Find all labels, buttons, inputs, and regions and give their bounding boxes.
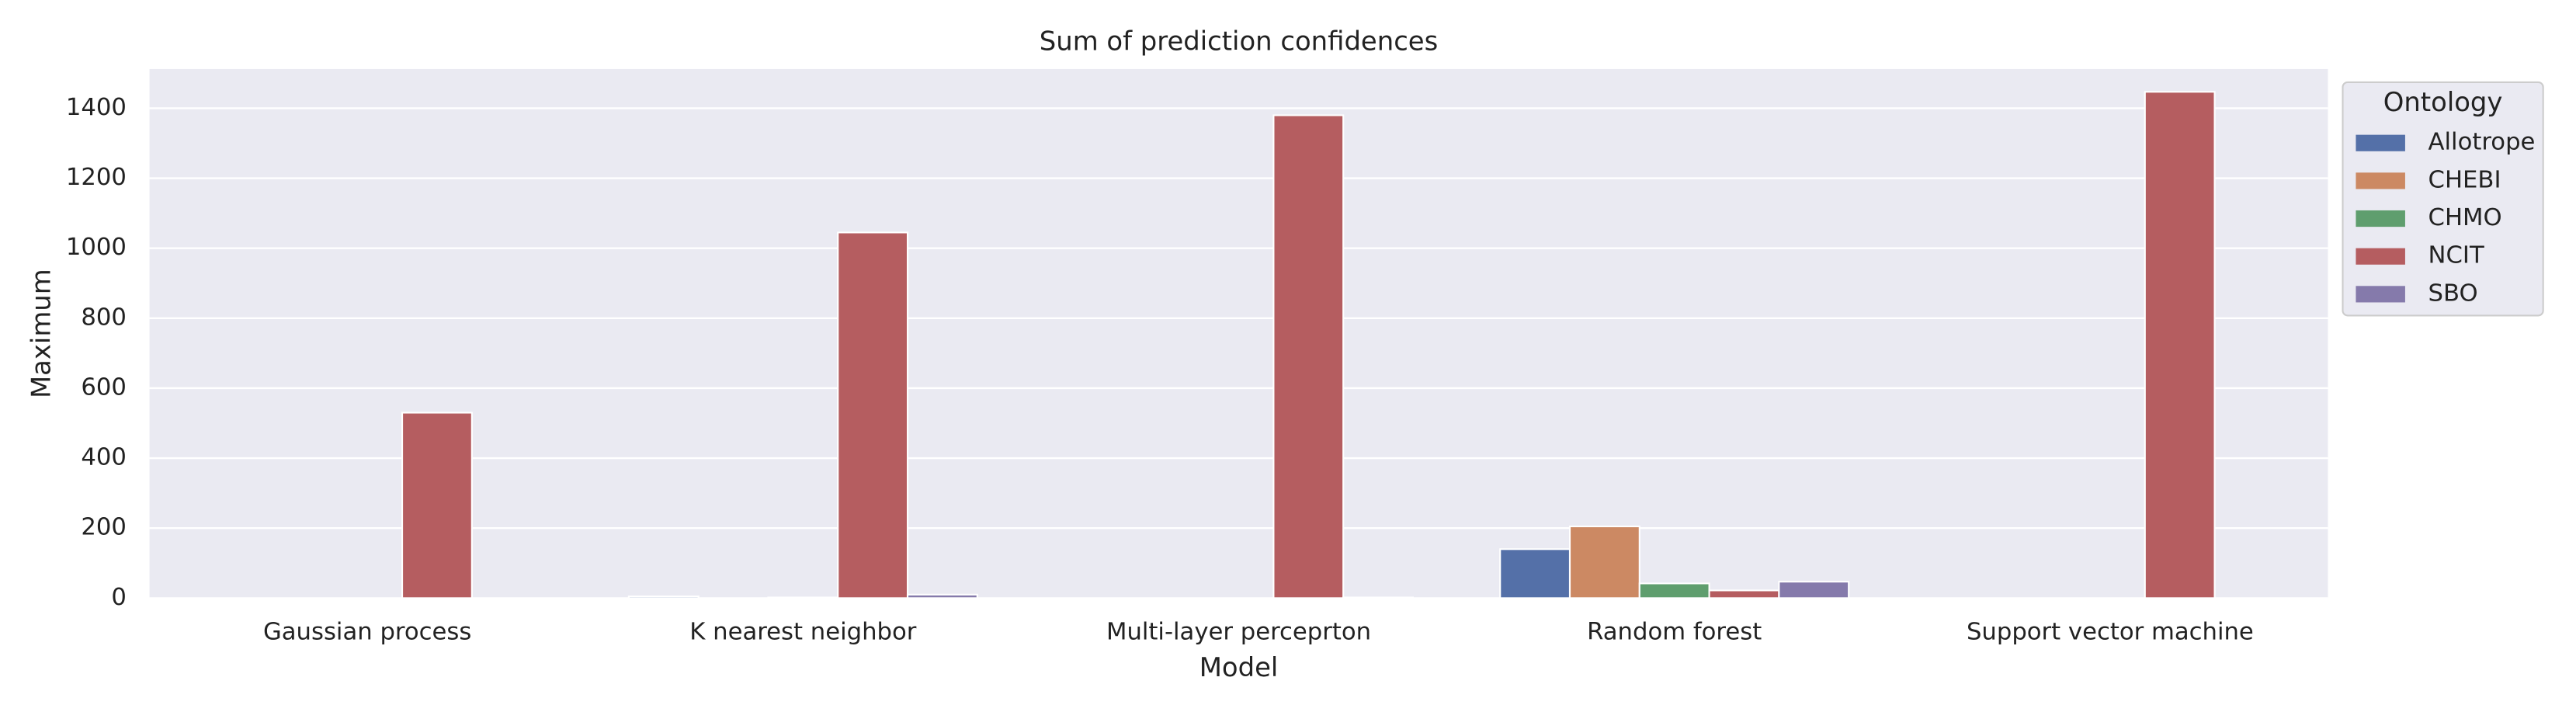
bar (627, 596, 700, 599)
bar (1708, 589, 1780, 599)
y-tick-label: 1000 (66, 234, 127, 261)
legend-label: NCIT (2428, 242, 2484, 269)
bar (1272, 114, 1345, 599)
x-tick-label: Gaussian process (263, 618, 471, 645)
y-axis-label: Maximum (26, 269, 57, 398)
bar (767, 596, 839, 599)
y-tick-label: 1400 (66, 94, 127, 121)
bar (1342, 596, 1415, 599)
y-tick-label: 800 (81, 304, 127, 331)
legend-title: Ontology (2383, 87, 2503, 117)
bar (1778, 581, 1850, 599)
x-tick-label: Random forest (1587, 618, 1762, 645)
y-tick-label: 200 (81, 514, 127, 541)
bar (1568, 525, 1640, 599)
bar (401, 412, 473, 599)
legend-swatch (2356, 286, 2405, 303)
legend-swatch (2356, 134, 2405, 151)
y-tick-label: 0 (111, 584, 127, 611)
bar (2144, 91, 2216, 599)
x-tick-label: Multi-layer perceprton (1106, 618, 1371, 645)
legend-label: Allotrope (2428, 129, 2536, 156)
legend-label: SBO (2428, 280, 2478, 307)
bar (1638, 582, 1710, 599)
y-tick-label: 1200 (66, 164, 127, 191)
legend-swatch (2356, 210, 2405, 227)
plot-background (149, 68, 2328, 599)
x-axis-label: Model (1199, 652, 1279, 682)
chart-title: Sum of prediction confidences (1040, 26, 1439, 57)
y-tick-label: 600 (81, 373, 127, 401)
bar (1499, 548, 1571, 599)
x-tick-label: K nearest neighbor (689, 618, 917, 645)
bar (906, 593, 978, 599)
x-tick-label: Support vector machine (1967, 618, 2254, 645)
legend-swatch (2356, 248, 2405, 265)
y-tick-label: 400 (81, 444, 127, 471)
legend-label: CHEBI (2428, 166, 2501, 193)
legend-swatch (2356, 172, 2405, 189)
bar (837, 231, 909, 599)
legend-label: CHMO (2428, 204, 2502, 231)
